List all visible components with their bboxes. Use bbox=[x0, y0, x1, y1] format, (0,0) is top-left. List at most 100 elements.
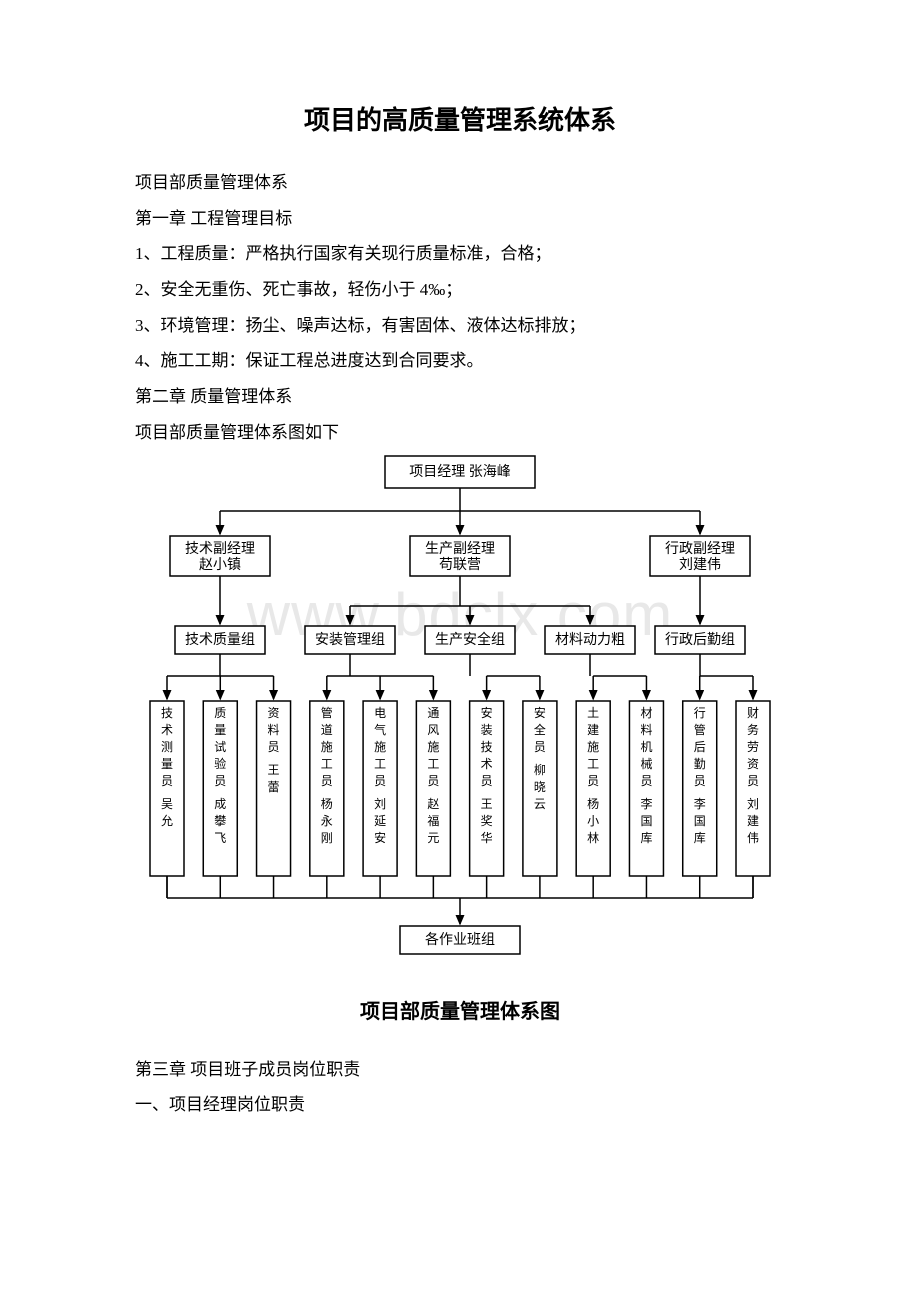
svg-text:员: 员 bbox=[374, 774, 386, 788]
svg-text:施: 施 bbox=[321, 740, 333, 754]
svg-text:小: 小 bbox=[587, 814, 599, 828]
svg-text:技: 技 bbox=[161, 706, 173, 720]
svg-text:员: 员 bbox=[321, 774, 333, 788]
svg-text:技术副经理: 技术副经理 bbox=[185, 541, 255, 557]
svg-text:安: 安 bbox=[481, 705, 493, 720]
svg-text:员: 员 bbox=[747, 774, 759, 788]
svg-text:飞: 飞 bbox=[214, 831, 226, 845]
svg-text:资: 资 bbox=[747, 757, 759, 771]
svg-text:成: 成 bbox=[214, 797, 226, 811]
svg-text:电: 电 bbox=[374, 706, 386, 720]
svg-text:建: 建 bbox=[747, 814, 759, 828]
svg-text:工: 工 bbox=[427, 757, 439, 771]
svg-text:项目经理 张海峰: 项目经理 张海峰 bbox=[409, 464, 511, 480]
svg-text:行: 行 bbox=[694, 706, 706, 720]
svg-text:员: 员 bbox=[427, 774, 439, 788]
svg-text:技术质量组: 技术质量组 bbox=[185, 632, 255, 648]
svg-text:机: 机 bbox=[640, 740, 652, 754]
paragraph: 项目部质量管理体系 bbox=[135, 165, 785, 201]
svg-text:赵: 赵 bbox=[427, 797, 439, 811]
svg-text:各作业班组: 各作业班组 bbox=[425, 932, 495, 948]
svg-text:刘: 刘 bbox=[374, 797, 386, 811]
svg-text:奖: 奖 bbox=[481, 814, 493, 828]
svg-text:王: 王 bbox=[268, 763, 280, 777]
svg-text:员: 员 bbox=[587, 774, 599, 788]
paragraph: 第二章 质量管理体系 bbox=[135, 379, 785, 415]
svg-text:允: 允 bbox=[161, 813, 173, 828]
paragraph: 3、环境管理：扬尘、噪声达标，有害固体、液体达标排放； bbox=[135, 308, 785, 344]
svg-text:测: 测 bbox=[161, 740, 173, 754]
svg-text:质: 质 bbox=[214, 706, 226, 720]
svg-text:刘建伟: 刘建伟 bbox=[679, 557, 721, 573]
svg-text:永: 永 bbox=[321, 814, 333, 828]
svg-text:员: 员 bbox=[534, 740, 546, 754]
svg-text:技: 技 bbox=[481, 740, 493, 754]
paragraph: 4、施工工期：保证工程总进度达到合同要求。 bbox=[135, 343, 785, 379]
svg-text:刘: 刘 bbox=[747, 797, 759, 811]
svg-text:库: 库 bbox=[694, 830, 706, 845]
svg-text:行政后勤组: 行政后勤组 bbox=[665, 632, 735, 648]
paragraph: 2、安全无重伤、死亡事故，轻伤小于 4‰； bbox=[135, 272, 785, 308]
svg-text:杨: 杨 bbox=[587, 796, 599, 811]
svg-text:施: 施 bbox=[374, 740, 386, 754]
svg-text:管: 管 bbox=[321, 705, 333, 720]
paragraph: 一、项目经理岗位职责 bbox=[135, 1087, 785, 1123]
svg-text:李: 李 bbox=[640, 796, 652, 811]
svg-text:安: 安 bbox=[374, 830, 386, 845]
svg-text:气: 气 bbox=[374, 722, 386, 737]
svg-text:料: 料 bbox=[268, 723, 280, 737]
paragraph: 第三章 项目班子成员岗位职责 bbox=[135, 1052, 785, 1088]
svg-text:验: 验 bbox=[214, 756, 226, 771]
svg-text:土: 土 bbox=[587, 706, 599, 720]
diagram-caption: 项目部质量管理体系图 bbox=[135, 995, 785, 1024]
svg-text:国: 国 bbox=[640, 814, 652, 828]
svg-text:云: 云 bbox=[534, 797, 546, 811]
svg-text:国: 国 bbox=[694, 814, 706, 828]
svg-text:苟联营: 苟联营 bbox=[439, 556, 481, 573]
svg-text:后: 后 bbox=[694, 740, 706, 754]
paragraph: 1、工程质量：严格执行国家有关现行质量标准，合格； bbox=[135, 236, 785, 272]
svg-text:勤: 勤 bbox=[694, 757, 706, 771]
svg-text:延: 延 bbox=[374, 814, 386, 828]
svg-text:材料动力粗: 材料动力粗 bbox=[555, 632, 625, 648]
svg-text:全: 全 bbox=[534, 722, 546, 737]
svg-text:生产副经理: 生产副经理 bbox=[425, 541, 495, 557]
svg-text:赵小镇: 赵小镇 bbox=[199, 557, 241, 573]
svg-text:元: 元 bbox=[427, 831, 439, 845]
document-title: 项目的高质量管理系统体系 bbox=[135, 100, 785, 137]
svg-text:蕾: 蕾 bbox=[268, 780, 280, 794]
body-text-block-2: 第三章 项目班子成员岗位职责 一、项目经理岗位职责 bbox=[135, 1052, 785, 1123]
svg-text:库: 库 bbox=[640, 830, 652, 845]
svg-text:员: 员 bbox=[268, 740, 280, 754]
svg-text:工: 工 bbox=[321, 757, 333, 771]
svg-text:安装管理组: 安装管理组 bbox=[315, 632, 385, 648]
svg-text:刚: 刚 bbox=[321, 831, 333, 845]
svg-text:施: 施 bbox=[587, 740, 599, 754]
svg-text:伟: 伟 bbox=[747, 831, 759, 845]
svg-text:料: 料 bbox=[640, 723, 652, 737]
svg-text:量: 量 bbox=[214, 723, 226, 737]
svg-text:劳: 劳 bbox=[747, 740, 759, 754]
svg-text:施: 施 bbox=[427, 740, 439, 754]
svg-text:福: 福 bbox=[427, 813, 439, 828]
svg-text:员: 员 bbox=[481, 774, 493, 788]
svg-text:管: 管 bbox=[694, 722, 706, 737]
svg-text:员: 员 bbox=[694, 774, 706, 788]
svg-text:安: 安 bbox=[534, 705, 546, 720]
paragraph: 第一章 工程管理目标 bbox=[135, 201, 785, 237]
svg-text:术: 术 bbox=[161, 723, 173, 737]
svg-text:务: 务 bbox=[747, 722, 759, 737]
svg-text:建: 建 bbox=[587, 723, 599, 737]
body-text-block: 项目部质量管理体系 第一章 工程管理目标 1、工程质量：严格执行国家有关现行质量… bbox=[135, 165, 785, 451]
svg-text:术: 术 bbox=[481, 757, 493, 771]
svg-text:柳: 柳 bbox=[534, 763, 546, 777]
svg-text:道: 道 bbox=[321, 723, 333, 737]
svg-text:通: 通 bbox=[427, 706, 439, 720]
paragraph: 项目部质量管理体系图如下 bbox=[135, 415, 785, 451]
svg-text:李: 李 bbox=[694, 796, 706, 811]
svg-text:杨: 杨 bbox=[321, 796, 333, 811]
svg-text:械: 械 bbox=[640, 756, 652, 771]
svg-text:资: 资 bbox=[268, 706, 280, 720]
org-chart: 项目经理 张海峰技术副经理赵小镇生产副经理苟联营行政副经理刘建伟技术质量组安装管… bbox=[135, 451, 785, 981]
svg-text:试: 试 bbox=[214, 739, 226, 754]
